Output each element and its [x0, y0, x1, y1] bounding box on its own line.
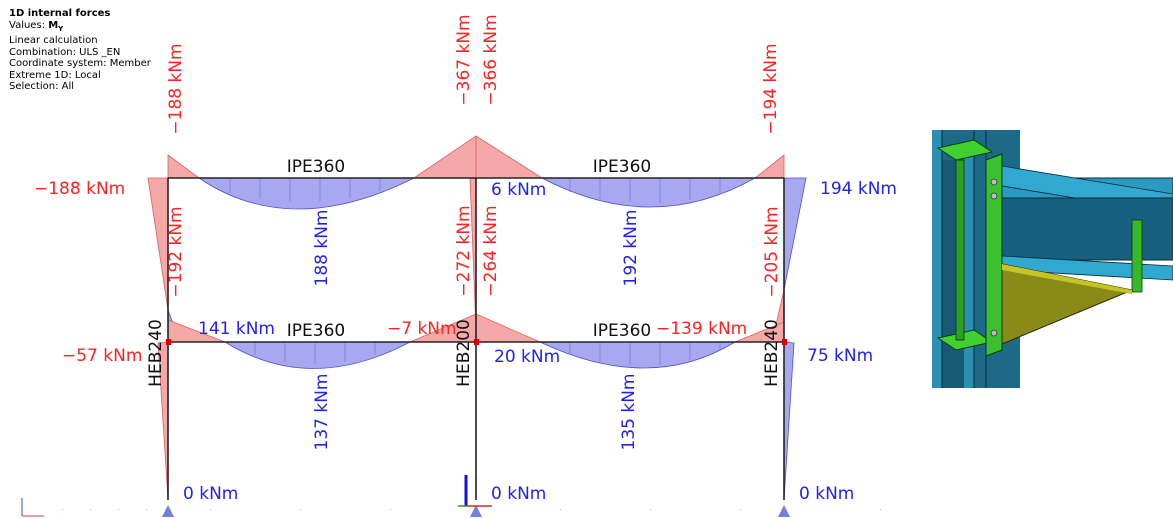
- support-right-icon: [778, 505, 790, 517]
- info-values-symbol: M: [48, 19, 59, 31]
- moment-diagram: IPE360 IPE360 IPE360 IPE360 HEB240 HEB20…: [21, 14, 897, 517]
- moment-label: −367 kNm: [454, 14, 474, 105]
- moment-label: 135 kNm: [619, 374, 639, 451]
- moment-label: −188 kNm: [34, 179, 125, 199]
- moment-label: 141 kNm: [198, 319, 275, 339]
- info-title: 1D internal forces: [9, 8, 111, 19]
- moment-label: 192 kNm: [621, 210, 641, 287]
- end-plate: [985, 153, 1003, 357]
- moment-label: 188 kNm: [312, 210, 332, 287]
- moment-label: 20 kNm: [494, 347, 560, 367]
- moment-label: −7 kNm: [387, 319, 457, 339]
- result-info-panel: 1D internal forces Values: MY Linear cal…: [9, 8, 151, 93]
- info-values-sub: Y: [58, 24, 64, 33]
- joint-markers: [166, 339, 787, 345]
- moment-label: −194 kNm: [761, 43, 781, 134]
- moment-label: 137 kNm: [312, 374, 332, 451]
- stiffener-top: [936, 139, 994, 161]
- info-calc: Linear calculation: [9, 35, 98, 46]
- section-label-col-left: HEB240: [146, 319, 166, 387]
- info-combination: Combination: ULS _EN: [9, 46, 121, 58]
- section-label-col-right: HEB240: [762, 319, 782, 387]
- moment-label: −272 kNm: [454, 205, 474, 296]
- global-axes-icon: [21, 498, 44, 517]
- moment-label: −57 kNm: [62, 346, 142, 366]
- info-values-prefix: Values:: [9, 19, 49, 31]
- moment-label: 0 kNm: [183, 484, 238, 504]
- section-label-bot-left: IPE360: [287, 321, 345, 341]
- info-values: Values: MY: [9, 20, 151, 36]
- connection-3d-detail: [932, 130, 1173, 388]
- info-extreme: Extreme 1D: Local: [9, 69, 101, 81]
- moment-label: −366 kNm: [481, 14, 501, 105]
- local-axes-icon: [458, 475, 492, 507]
- right-column-moment: [771, 177, 807, 501]
- moment-label: 0 kNm: [491, 484, 546, 504]
- section-label-bot-right: IPE360: [593, 321, 651, 341]
- moment-label: −205 kNm: [762, 206, 782, 297]
- info-coord: Coordinate system: Member: [9, 58, 151, 69]
- info-selection: Selection: All: [9, 81, 75, 92]
- moment-label: −139 kNm: [656, 319, 747, 339]
- moment-label: 75 kNm: [807, 346, 873, 366]
- section-label-col-mid: HEB200: [454, 319, 474, 387]
- supports: [162, 505, 790, 517]
- moment-label: −188 kNm: [166, 43, 186, 134]
- moment-label: 6 kNm: [491, 180, 546, 200]
- bolts: [990, 178, 998, 337]
- section-label-top-right: IPE360: [593, 157, 651, 177]
- moment-label: −192 kNm: [166, 206, 186, 297]
- support-mid-icon: [470, 505, 482, 517]
- moment-label: −264 kNm: [481, 205, 501, 296]
- moment-label: 0 kNm: [799, 484, 854, 504]
- beam-web: [1001, 197, 1173, 261]
- support-left-icon: [162, 505, 174, 517]
- section-label-top-left: IPE360: [287, 157, 345, 177]
- ground-ticks: [62, 509, 881, 510]
- moment-label: 194 kNm: [820, 179, 897, 199]
- bottom-beam-right-moment: [475, 313, 785, 369]
